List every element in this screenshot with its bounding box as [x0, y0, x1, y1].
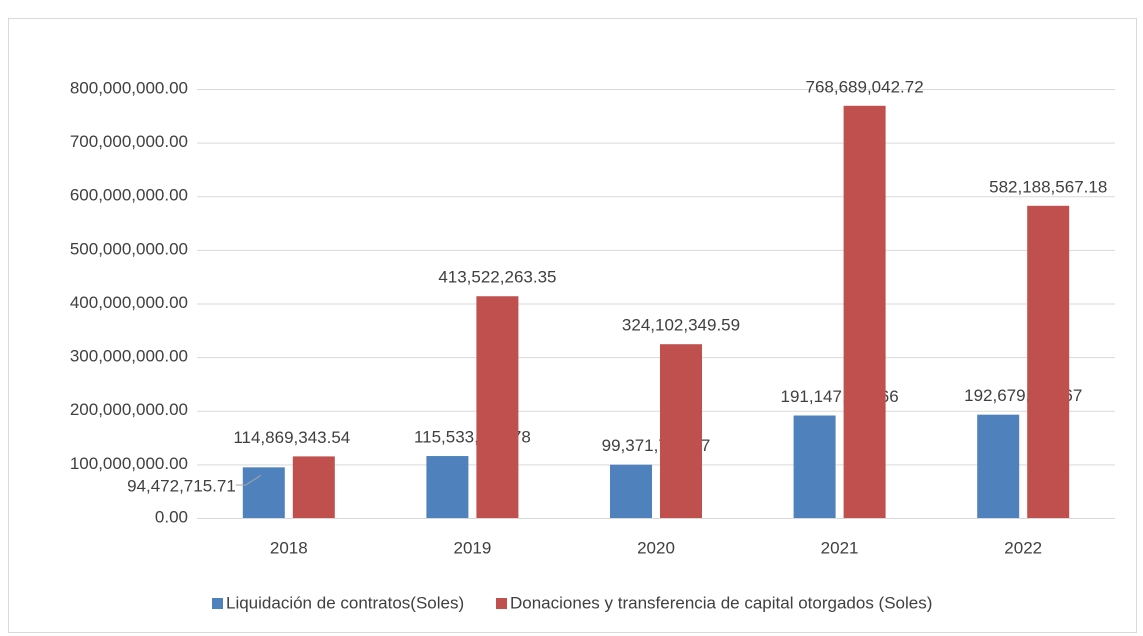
bar: [1027, 205, 1070, 518]
leader-line: [235, 474, 262, 486]
y-tick-label: 700,000,000.00: [70, 132, 188, 151]
y-tick-label: 100,000,000.00: [70, 454, 188, 473]
data-label: 114,869,343.54: [233, 428, 350, 447]
x-tick-label: 2021: [821, 538, 859, 557]
bar: [476, 296, 519, 518]
legend-swatch: [496, 598, 507, 609]
x-tick-label: 2022: [1004, 538, 1042, 557]
data-label: 582,188,567.18: [989, 177, 1107, 196]
y-tick-label: 800,000,000.00: [70, 78, 188, 97]
chart-frame: [8, 18, 1137, 633]
y-tick-label: 600,000,000.00: [70, 186, 188, 205]
legend-swatch: [212, 598, 223, 609]
y-tick-label: 200,000,000.00: [70, 400, 188, 419]
y-tick-label: 500,000,000.00: [70, 239, 188, 258]
data-label: 324,102,349.59: [622, 316, 740, 335]
data-label: 413,522,263.35: [438, 268, 556, 287]
y-tick-label: 0.00: [155, 507, 188, 526]
bar: [242, 467, 285, 518]
bar: [793, 415, 836, 518]
y-tick-label: 400,000,000.00: [70, 293, 188, 312]
bar: [292, 456, 335, 518]
data-label: 768,689,042.72: [806, 77, 924, 96]
bar: [426, 456, 469, 518]
x-tick-label: 2019: [453, 538, 491, 557]
bar: [843, 105, 886, 519]
legend-label: Donaciones y transferencia de capital ot…: [510, 593, 932, 612]
x-tick-label: 2020: [637, 538, 675, 557]
data-label: 94,472,715.71: [127, 476, 236, 495]
bar: [610, 464, 652, 518]
x-tick-label: 2018: [270, 538, 308, 557]
y-tick-label: 300,000,000.00: [70, 347, 188, 366]
bar: [977, 414, 1020, 518]
bar: [660, 344, 702, 518]
legend-label: Liquidación de contratos(Soles): [226, 593, 464, 612]
